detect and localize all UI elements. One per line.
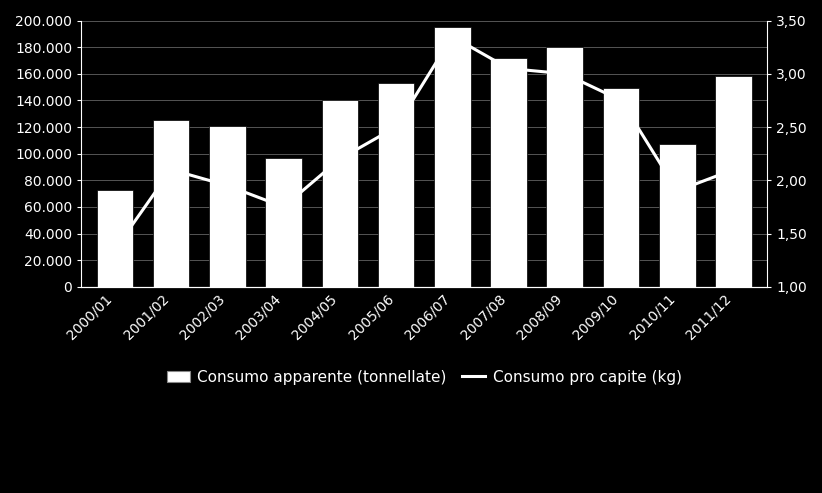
Bar	[490, 58, 527, 287]
Consumo pro capite (kg)	[391, 124, 401, 130]
Consumo pro capite (kg)	[728, 167, 738, 173]
Consumo pro capite (kg)	[616, 98, 626, 104]
Bar	[97, 190, 133, 287]
Consumo pro capite (kg)	[223, 182, 233, 188]
Bar	[378, 83, 414, 287]
Consumo pro capite (kg)	[447, 34, 457, 39]
Bar	[603, 88, 640, 287]
Consumo pro capite (kg)	[166, 167, 176, 173]
Bar	[659, 144, 695, 287]
Consumo pro capite (kg)	[504, 66, 514, 71]
Consumo pro capite (kg)	[560, 71, 570, 77]
Bar	[266, 158, 302, 287]
Consumo pro capite (kg)	[110, 246, 120, 252]
Bar	[434, 27, 470, 287]
Consumo pro capite (kg)	[672, 188, 682, 194]
Line: Consumo pro capite (kg): Consumo pro capite (kg)	[115, 36, 733, 249]
Consumo pro capite (kg)	[279, 204, 289, 210]
Bar	[715, 76, 752, 287]
Consumo pro capite (kg)	[335, 156, 344, 162]
Bar	[321, 101, 358, 287]
Bar	[547, 47, 583, 287]
Bar	[209, 126, 246, 287]
Legend: Consumo apparente (tonnellate), Consumo pro capite (kg): Consumo apparente (tonnellate), Consumo …	[160, 364, 688, 391]
Bar	[153, 120, 189, 287]
